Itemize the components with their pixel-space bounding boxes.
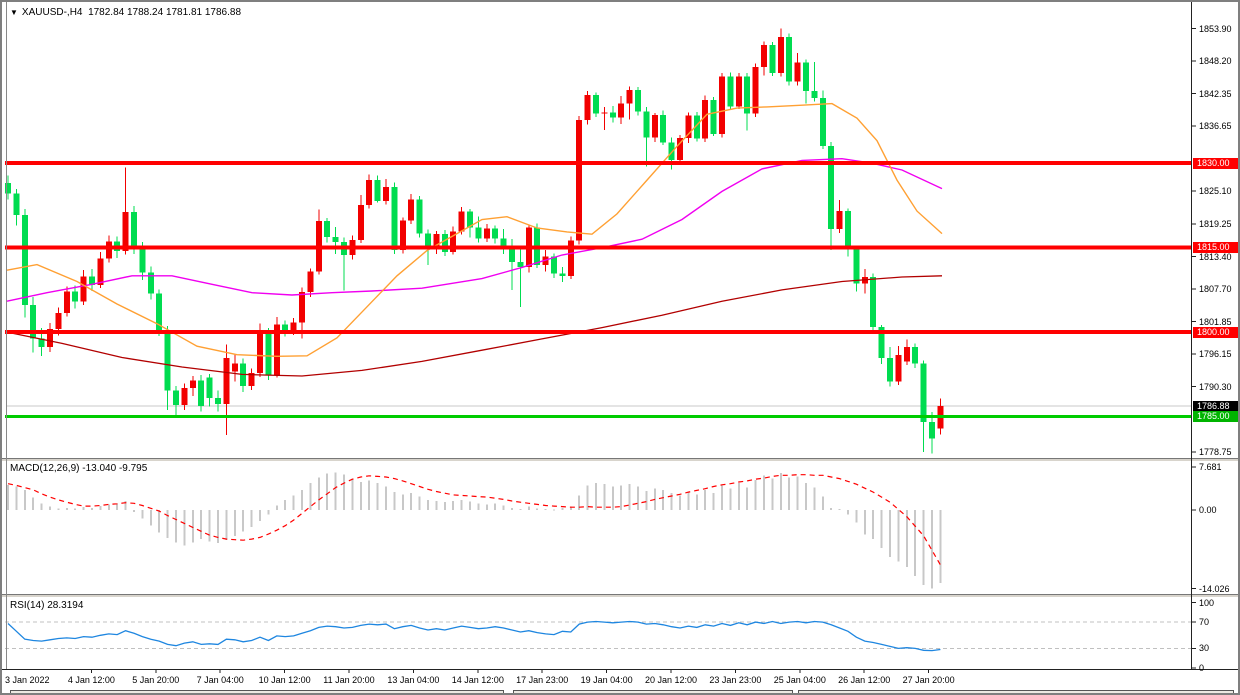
price-tick-label: 1836.65 (1199, 120, 1232, 131)
time-axis-border (2, 669, 1238, 670)
time-tick-label: 7 Jan 04:00 (196, 675, 244, 685)
price-tick-label: 1825.10 (1199, 185, 1232, 196)
price-level-badge-1815.00: 1815.00 (1193, 242, 1238, 254)
rsi-name: RSI(14) (10, 600, 45, 611)
open-value: 1782.84 (88, 7, 125, 18)
rsi-indicator-label: RSI(14) 28.3194 (10, 600, 83, 611)
price-tick-label: 1853.90 (1199, 23, 1232, 34)
time-tick-label: 4 Jan 12:00 (67, 675, 115, 685)
rsi-scale-label: 100 (1199, 597, 1215, 608)
rsi-scale-label: 30 (1199, 643, 1210, 654)
status-bar-segment (10, 690, 504, 693)
time-tick-label: 10 Jan 12:00 (258, 675, 311, 685)
ohlc-header: ▼ XAUUSD-,H4 1782.84 1788.24 1781.81 1786… (10, 7, 241, 18)
time-tick-label: 5 Jan 20:00 (132, 675, 180, 685)
close-value: 1786.88 (204, 7, 242, 18)
price-tick-label: 1848.20 (1199, 55, 1232, 66)
time-tick-label: 17 Jan 23:00 (516, 675, 569, 685)
price-level-badge-1786.88: 1786.88 (1193, 400, 1238, 412)
symbol-timeframe: XAUUSD-,H4 (21, 7, 83, 18)
price-tick-label: 1796.15 (1199, 348, 1232, 359)
macd-signal-value: -9.795 (118, 463, 148, 474)
high-value: 1788.24 (127, 7, 164, 18)
time-tick-label: 26 Jan 12:00 (838, 675, 891, 685)
time-tick-label: 11 Jan 20:00 (323, 675, 375, 685)
macd-scale-label: -14.026 (1199, 583, 1230, 594)
rsi-scale-label: 70 (1199, 617, 1210, 628)
time-tick-label: 27 Jan 20:00 (902, 675, 955, 685)
time-tick-label: 13 Jan 04:00 (387, 675, 440, 685)
collapse-icon[interactable]: ▼ (10, 8, 18, 17)
rsi-scale-label: 0 (1199, 663, 1205, 673)
rsi-value: 28.3194 (47, 600, 84, 611)
price-tick-label: 1813.40 (1199, 251, 1232, 262)
macd-name: MACD(12,26,9) (10, 463, 80, 474)
price-tick-label: 1790.30 (1199, 381, 1232, 392)
time-tick-label: 23 Jan 23:00 (709, 675, 762, 685)
low-value: 1781.81 (165, 7, 203, 18)
macd-main-value: -13.040 (82, 463, 117, 474)
status-bar-segment (798, 690, 1234, 693)
pane-separator-macd[interactable] (2, 458, 1238, 462)
price-level-badge-1800.00: 1800.00 (1193, 326, 1238, 338)
price-tick-label: 1801.85 (1199, 316, 1232, 327)
price-tick-label: 1807.70 (1199, 283, 1232, 294)
price-tick-label: 1819.25 (1199, 218, 1232, 229)
macd-scale-label: 0.00 (1199, 505, 1217, 515)
time-tick-label: 3 Jan 2022 (5, 675, 50, 685)
macd-scale-label: 7.681 (1199, 461, 1222, 472)
time-tick-label: 20 Jan 12:00 (644, 675, 698, 685)
price-level-badge-1785.00: 1785.00 (1193, 411, 1238, 423)
price-axis-border (1191, 2, 1192, 669)
time-tick-label: 19 Jan 04:00 (580, 675, 633, 685)
time-tick-label: 14 Jan 12:00 (451, 675, 504, 685)
status-bar-segment (513, 690, 793, 693)
macd-indicator-label: MACD(12,26,9) -13.040 -9.795 (10, 463, 147, 474)
pane-separator-rsi[interactable] (2, 594, 1238, 598)
chart-left-frame (6, 2, 7, 669)
time-tick-label: 25 Jan 04:00 (773, 675, 826, 685)
price-tick-label: 1778.75 (1199, 446, 1232, 457)
price-tick-label: 1842.35 (1199, 88, 1232, 99)
price-level-badge-1830.00: 1830.00 (1193, 157, 1238, 169)
